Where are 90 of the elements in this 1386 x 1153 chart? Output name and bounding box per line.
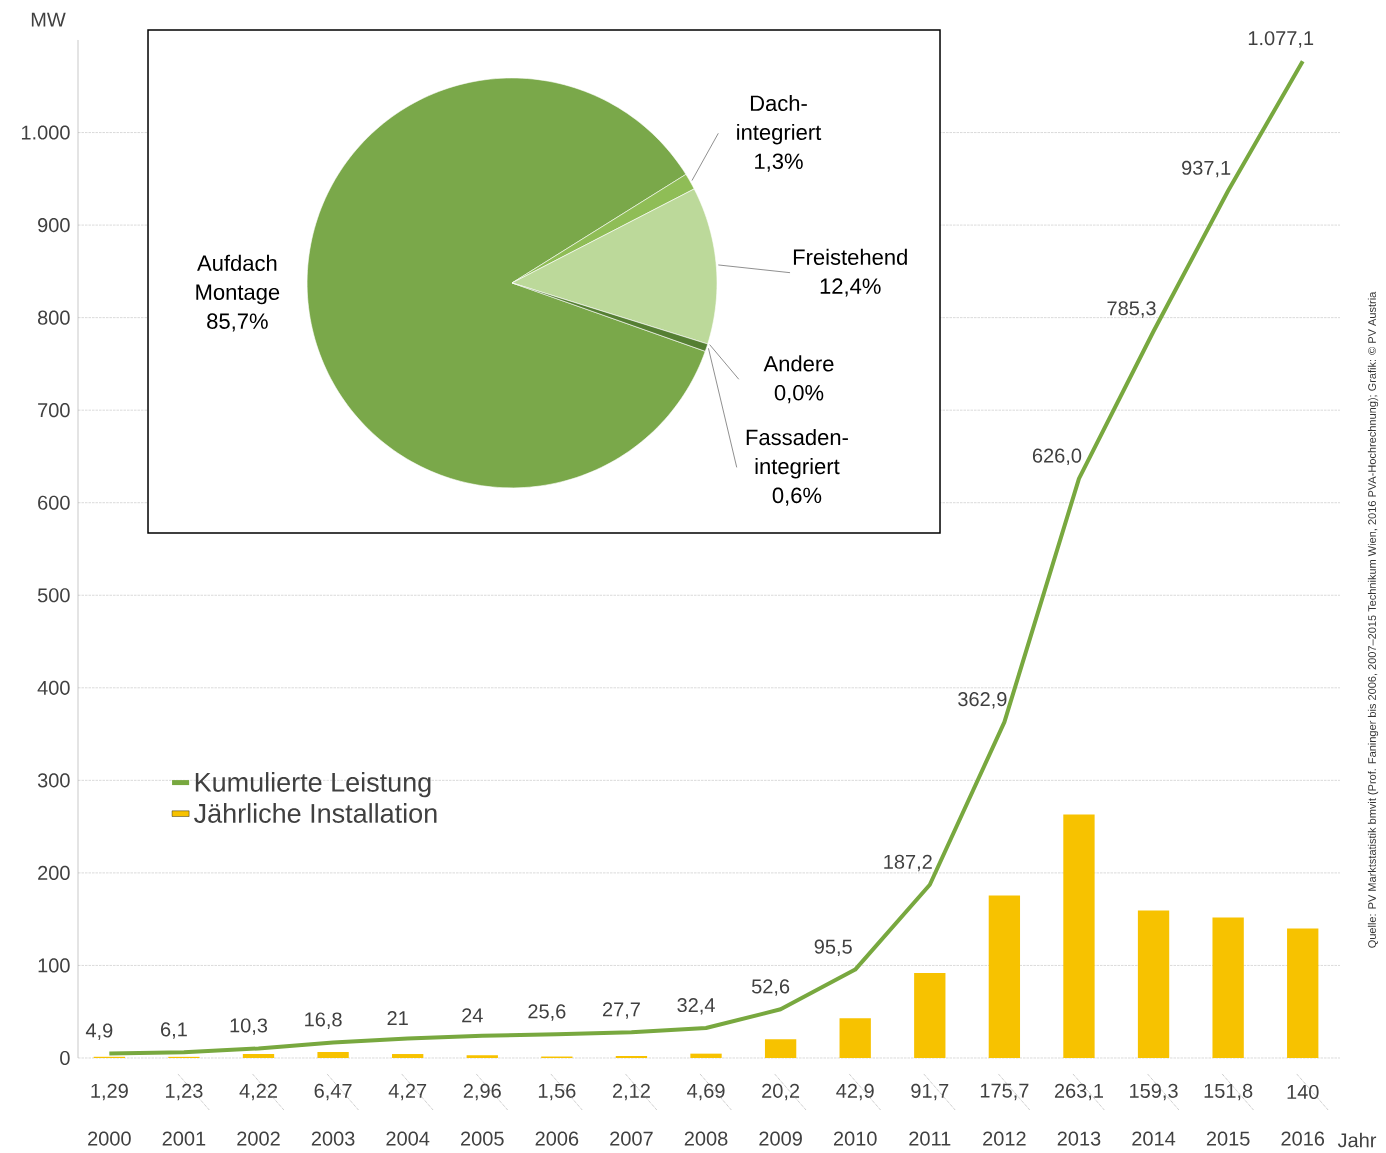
x-tick-label: 2004 (386, 1131, 430, 1146)
x-tick-label: 2008 (684, 1131, 728, 1146)
data-label: 1.077,1 (1248, 31, 1314, 48)
data-label: 27,7 (602, 1002, 640, 1019)
bar (839, 1018, 871, 1058)
y-tick-label: 700 (38, 403, 70, 418)
data-label: 6,47 (314, 1083, 352, 1101)
bar (1287, 928, 1319, 1058)
y-tick-label: 900 (38, 218, 70, 233)
data-label: 187,2 (884, 854, 932, 872)
x-tick-label: 2013 (1057, 1131, 1101, 1146)
data-label: 12,4% (820, 278, 881, 297)
data-label: 6,1 (161, 1022, 187, 1039)
bar (392, 1054, 424, 1058)
x-tick-label: 2007 (610, 1131, 653, 1146)
text: 0,0% (774, 384, 824, 404)
bar (914, 973, 946, 1058)
data-label: 4,22 (239, 1083, 277, 1101)
data-label: 95,5 (814, 939, 852, 957)
data-label: 140 (1287, 1084, 1319, 1100)
data-label: 4,27 (388, 1083, 427, 1101)
x-tick-label: 2009 (759, 1131, 802, 1146)
data-label: 626,0 (1032, 448, 1082, 466)
slice-label: Aufdach Montage (196, 254, 280, 305)
slice-label: Dach-integriert (737, 94, 822, 145)
bar (317, 1052, 349, 1058)
y-axis-title: MW (31, 12, 66, 27)
data-label: 42,9 (836, 1083, 874, 1101)
data-label: 25,6 (528, 1004, 566, 1021)
data-label: 937,1 (1182, 160, 1231, 178)
data-label: 10,3 (230, 1018, 268, 1035)
data-label: 52,6 (751, 979, 790, 996)
data-label: 16,8 (305, 1012, 342, 1029)
x-tick-label: 2000 (88, 1131, 131, 1146)
bar (988, 895, 1021, 1058)
bar (1212, 917, 1244, 1058)
y-tick-label: 800 (37, 310, 70, 325)
x-tick-label: 2012 (983, 1131, 1026, 1146)
data-label: 1,3% (755, 153, 803, 172)
data-label: 32,4 (677, 997, 715, 1015)
x-tick-label: 2016 (1281, 1131, 1325, 1146)
x-tick-label: 2010 (833, 1131, 877, 1146)
data-label: 4,9 (85, 1023, 113, 1040)
data-label: 20,2 (762, 1083, 800, 1101)
slice-label: Fassaden-integriert (746, 429, 848, 479)
bar (764, 1039, 797, 1058)
data-label: 2,96 (463, 1083, 501, 1101)
legend-label: Jährliche Installation (194, 803, 437, 823)
x-tick-label: 2015 (1206, 1131, 1250, 1146)
data-label: 175,7 (980, 1083, 1029, 1101)
x-tick-label: 2001 (162, 1131, 206, 1146)
x-axis-title: Jahr (1337, 1132, 1377, 1148)
data-label: 263,1 (1054, 1083, 1103, 1101)
data-label: 0,6% (772, 487, 822, 506)
data-label: 785,3 (1107, 301, 1156, 318)
y-tick-label: 200 (38, 865, 70, 880)
bar (1063, 814, 1095, 1058)
data-label: 2,12 (612, 1083, 650, 1101)
x-tick-label: 2011 (909, 1131, 951, 1146)
bar (690, 1053, 722, 1058)
bar (1137, 910, 1170, 1058)
data-label: 4,69 (687, 1083, 725, 1101)
data-label: 91,7 (911, 1083, 949, 1101)
data-label: 362,9 (958, 692, 1007, 709)
y-tick-label: 0 (60, 1050, 70, 1066)
y-tick-label: 100 (38, 958, 70, 973)
y-tick-label: 1.000 (21, 125, 70, 140)
data-label: 85,7% (207, 313, 268, 332)
x-tick-label: 2003 (311, 1131, 355, 1146)
bar (466, 1055, 498, 1058)
y-tick-label: 500 (37, 588, 70, 603)
slice-label: Freistehend (793, 248, 907, 265)
data-label: 24 (462, 1008, 483, 1023)
x-tick-label: 2006 (535, 1131, 579, 1146)
data-label: 1,23 (165, 1083, 203, 1101)
legend-label: Andere (763, 355, 834, 372)
data-label: 1,56 (538, 1083, 576, 1101)
source-note: Quelle: PV Marktstatistik bmvit (Prof. Faninger bis 2006, 2007–2015 Technikum Wien, 2016 PVA-Hochrechnung); Grafik: © PV Austria (1367, 291, 1379, 948)
bar (242, 1054, 275, 1058)
legend-label: Kumulierte Leistung (195, 772, 431, 798)
y-tick-label: 600 (38, 495, 70, 510)
data-label: 159,3 (1130, 1083, 1178, 1101)
data-label: 21 (387, 1011, 408, 1026)
data-label: 1,29 (91, 1083, 128, 1101)
x-tick-label: 2014 (1132, 1131, 1176, 1146)
data-label: 151,8 (1204, 1083, 1253, 1101)
y-tick-label: 300 (37, 773, 70, 788)
y-tick-label: 400 (37, 680, 70, 695)
x-tick-label: 2005 (461, 1131, 504, 1146)
x-tick-label: 2002 (237, 1131, 280, 1146)
